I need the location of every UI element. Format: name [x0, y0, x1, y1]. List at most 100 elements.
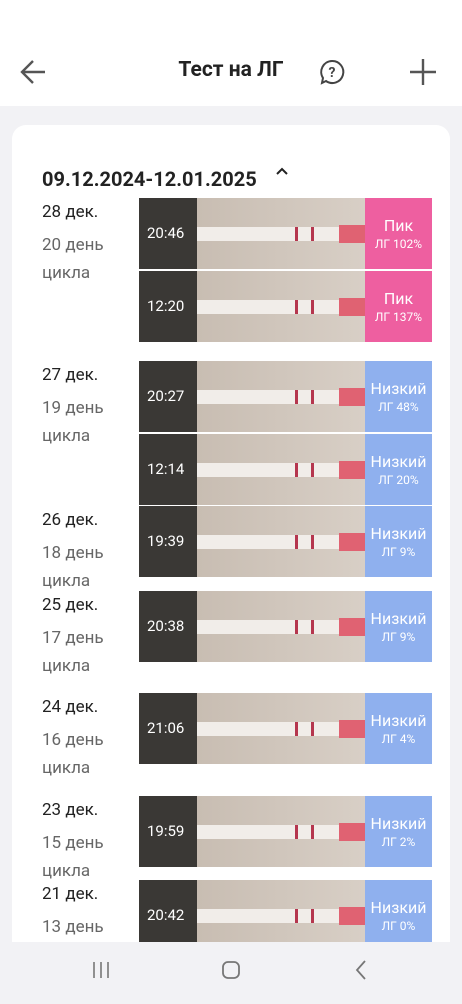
line	[295, 227, 298, 241]
test-time: 20:46	[147, 224, 185, 242]
line	[295, 722, 298, 736]
line	[311, 620, 314, 634]
test-photo[interactable]: 19:39	[139, 506, 365, 577]
test-result[interactable]: Низкий ЛГ 20%	[365, 434, 432, 505]
strip-tip	[339, 461, 365, 479]
test-result[interactable]: Пик ЛГ 102%	[365, 198, 432, 269]
strip	[197, 909, 365, 923]
test-time: 21:06	[147, 719, 185, 737]
lh-level: ЛГ 102%	[374, 237, 423, 251]
day-date: 28 дек.	[42, 202, 99, 222]
test-time: 20:38	[147, 617, 185, 635]
test-time: 20:27	[147, 387, 185, 405]
test-time: 12:14	[147, 460, 185, 478]
test-result[interactable]: Пик ЛГ 137%	[365, 271, 432, 342]
strip	[197, 825, 365, 839]
strip	[197, 390, 365, 404]
test-result[interactable]: Низкий ЛГ 9%	[365, 591, 432, 662]
line	[311, 463, 314, 477]
lh-level: ЛГ 9%	[381, 630, 416, 644]
strip-tip	[339, 225, 365, 243]
test-status: Низкий	[370, 898, 427, 917]
line	[311, 722, 314, 736]
card: 09.12.2024-12.01.2025 28 дек. 20 день цик…	[12, 125, 450, 942]
strip-tip	[339, 823, 365, 841]
lh-level: ЛГ 48%	[378, 400, 419, 414]
lh-level: ЛГ 9%	[381, 545, 416, 559]
collapse-icon[interactable]	[274, 163, 290, 179]
test-result[interactable]: Низкий ЛГ 48%	[365, 361, 432, 432]
line	[295, 535, 298, 549]
day-date: 26 дек.	[42, 510, 99, 530]
nav-bar	[0, 942, 462, 1000]
line	[311, 300, 314, 314]
test-photo[interactable]: 12:20	[139, 271, 365, 342]
help-button[interactable]: ?	[318, 58, 348, 88]
strip-tip	[339, 388, 365, 406]
test-photo[interactable]: 19:59	[139, 796, 365, 867]
cycle-day: 20 день цикла	[42, 235, 104, 283]
test-time: 12:20	[147, 297, 185, 315]
line	[295, 620, 298, 634]
lh-level: ЛГ 2%	[381, 835, 416, 849]
test-photo[interactable]: 20:42	[139, 880, 365, 942]
day-date: 23 дек.	[42, 800, 99, 820]
test-photo[interactable]: 20:27	[139, 361, 365, 432]
strip-tip	[339, 907, 365, 925]
test-photo[interactable]: 12:14	[139, 434, 365, 505]
line	[311, 825, 314, 839]
test-status: Низкий	[370, 379, 427, 398]
strip-tip	[339, 298, 365, 316]
cycle-day: 13 день цикла	[42, 917, 104, 937]
period-label[interactable]: 09.12.2024-12.01.2025	[42, 167, 257, 191]
test-status: Низкий	[370, 711, 427, 730]
test-result[interactable]: Низкий ЛГ 4%	[365, 693, 432, 764]
strip	[197, 722, 365, 736]
test-result[interactable]: Низкий ЛГ 0%	[365, 880, 432, 942]
lh-level: ЛГ 4%	[381, 732, 416, 746]
strip	[197, 620, 365, 634]
line	[311, 535, 314, 549]
cycle-day: 19 день цикла	[42, 398, 104, 446]
line	[311, 909, 314, 923]
day-date: 25 дек.	[42, 595, 99, 615]
line	[295, 463, 298, 477]
strip-tip	[339, 618, 365, 636]
strip	[197, 300, 365, 314]
day-date: 21 дек.	[42, 884, 99, 904]
strip	[197, 227, 365, 241]
test-photo[interactable]: 20:46	[139, 198, 365, 269]
lh-level: ЛГ 0%	[381, 919, 416, 933]
day-date: 24 дек.	[42, 697, 99, 717]
strip-tip	[339, 533, 365, 551]
test-photo[interactable]: 21:06	[139, 693, 365, 764]
test-status: Низкий	[370, 452, 427, 471]
title: Тест на ЛГ	[178, 58, 284, 82]
test-status: Пик	[383, 289, 414, 308]
strip	[197, 535, 365, 549]
day-date: 27 дек.	[42, 365, 99, 385]
strip	[197, 463, 365, 477]
cycle-day: 18 день цикла	[42, 543, 104, 591]
svg-text:?: ?	[329, 65, 336, 81]
test-time: 19:59	[147, 822, 185, 840]
test-status: Низкий	[370, 609, 427, 628]
test-result[interactable]: Низкий ЛГ 9%	[365, 506, 432, 577]
back-button[interactable]	[18, 57, 48, 87]
test-result[interactable]: Низкий ЛГ 2%	[365, 796, 432, 867]
test-time: 20:42	[147, 906, 185, 924]
test-photo[interactable]: 20:38	[139, 591, 365, 662]
test-time: 19:39	[147, 532, 185, 550]
list: 09.12.2024-12.01.2025 28 дек. 20 день цик…	[0, 108, 462, 942]
strip-tip	[339, 720, 365, 738]
test-status: Пик	[383, 216, 414, 235]
header: Тест на ЛГ ?	[0, 0, 462, 106]
line	[311, 227, 314, 241]
test-status: Низкий	[370, 524, 427, 543]
line	[295, 909, 298, 923]
test-status: Низкий	[370, 814, 427, 833]
lh-level: ЛГ 20%	[378, 473, 419, 487]
add-button[interactable]	[408, 57, 438, 87]
line	[295, 390, 298, 404]
